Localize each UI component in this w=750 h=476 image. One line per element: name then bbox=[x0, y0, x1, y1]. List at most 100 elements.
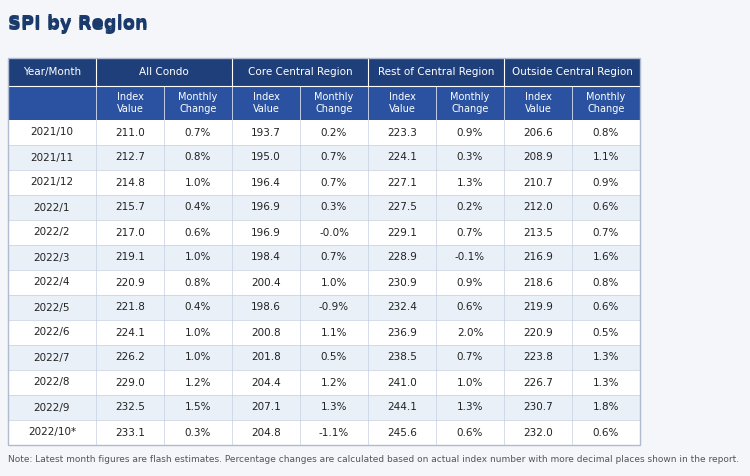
Text: 220.9: 220.9 bbox=[116, 278, 145, 288]
Text: 1.3%: 1.3% bbox=[592, 377, 619, 387]
Text: 212.0: 212.0 bbox=[524, 202, 553, 212]
Text: 241.0: 241.0 bbox=[387, 377, 417, 387]
Text: 0.9%: 0.9% bbox=[457, 278, 483, 288]
Text: 1.0%: 1.0% bbox=[457, 377, 483, 387]
Bar bbox=[8, 370, 640, 395]
Text: 211.0: 211.0 bbox=[116, 128, 145, 138]
Text: 196.9: 196.9 bbox=[251, 228, 281, 238]
Text: 195.0: 195.0 bbox=[251, 152, 280, 162]
Text: 229.1: 229.1 bbox=[387, 228, 417, 238]
Text: 1.3%: 1.3% bbox=[592, 353, 619, 363]
Text: 208.9: 208.9 bbox=[524, 152, 553, 162]
Text: Index
Value: Index Value bbox=[388, 92, 416, 114]
Text: -1.1%: -1.1% bbox=[319, 427, 349, 437]
Text: 224.1: 224.1 bbox=[115, 327, 145, 337]
Bar bbox=[8, 345, 640, 370]
Text: 204.4: 204.4 bbox=[251, 377, 280, 387]
Bar bbox=[8, 120, 640, 145]
Text: 226.7: 226.7 bbox=[523, 377, 553, 387]
Text: -0.0%: -0.0% bbox=[319, 228, 349, 238]
Text: 232.5: 232.5 bbox=[115, 403, 145, 413]
Text: 2022/5: 2022/5 bbox=[34, 303, 70, 313]
Text: 219.9: 219.9 bbox=[523, 303, 553, 313]
Text: 1.3%: 1.3% bbox=[457, 178, 483, 188]
Bar bbox=[8, 245, 640, 270]
Text: 204.8: 204.8 bbox=[251, 427, 280, 437]
Text: 0.7%: 0.7% bbox=[457, 353, 483, 363]
Bar bbox=[8, 295, 640, 320]
Bar bbox=[8, 86, 640, 120]
Text: 1.6%: 1.6% bbox=[592, 252, 619, 262]
Text: 1.3%: 1.3% bbox=[321, 403, 347, 413]
Text: 210.7: 210.7 bbox=[524, 178, 553, 188]
Text: 0.6%: 0.6% bbox=[457, 303, 483, 313]
Text: 201.8: 201.8 bbox=[251, 353, 280, 363]
Text: 236.9: 236.9 bbox=[387, 327, 417, 337]
Text: Index
Value: Index Value bbox=[116, 92, 143, 114]
Text: 218.6: 218.6 bbox=[523, 278, 553, 288]
Text: 217.0: 217.0 bbox=[116, 228, 145, 238]
Text: 213.5: 213.5 bbox=[523, 228, 553, 238]
Text: 1.2%: 1.2% bbox=[321, 377, 347, 387]
Text: 0.8%: 0.8% bbox=[592, 128, 619, 138]
Text: Rest of Central Region: Rest of Central Region bbox=[378, 67, 494, 77]
Text: Outside Central Region: Outside Central Region bbox=[512, 67, 632, 77]
Text: 2022/2: 2022/2 bbox=[34, 228, 70, 238]
Text: Monthly
Change: Monthly Change bbox=[450, 92, 490, 114]
Text: 0.7%: 0.7% bbox=[184, 128, 211, 138]
Text: 207.1: 207.1 bbox=[251, 403, 280, 413]
Text: 244.1: 244.1 bbox=[387, 403, 417, 413]
Text: 2022/4: 2022/4 bbox=[34, 278, 70, 288]
Text: 227.1: 227.1 bbox=[387, 178, 417, 188]
Bar bbox=[8, 270, 640, 295]
Text: 0.5%: 0.5% bbox=[592, 327, 619, 337]
Bar bbox=[8, 58, 640, 445]
Text: -0.9%: -0.9% bbox=[319, 303, 349, 313]
Text: 0.6%: 0.6% bbox=[592, 303, 619, 313]
Text: 0.4%: 0.4% bbox=[184, 303, 211, 313]
Bar bbox=[8, 170, 640, 195]
Text: 0.7%: 0.7% bbox=[321, 252, 347, 262]
Bar bbox=[8, 220, 640, 245]
Text: Monthly
Change: Monthly Change bbox=[586, 92, 626, 114]
Bar bbox=[8, 58, 640, 86]
Text: 1.1%: 1.1% bbox=[592, 152, 619, 162]
Text: 226.2: 226.2 bbox=[115, 353, 145, 363]
Text: 1.1%: 1.1% bbox=[321, 327, 347, 337]
Text: 1.0%: 1.0% bbox=[184, 327, 211, 337]
Text: 0.3%: 0.3% bbox=[321, 202, 347, 212]
Text: Monthly
Change: Monthly Change bbox=[314, 92, 354, 114]
Text: Note: Latest month figures are flash estimates. Percentage changes are calculate: Note: Latest month figures are flash est… bbox=[8, 455, 739, 464]
Text: All Condo: All Condo bbox=[140, 67, 189, 77]
Text: 0.4%: 0.4% bbox=[184, 202, 211, 212]
Text: 196.4: 196.4 bbox=[251, 178, 281, 188]
Bar bbox=[8, 320, 640, 345]
Text: 1.3%: 1.3% bbox=[457, 403, 483, 413]
Text: 245.6: 245.6 bbox=[387, 427, 417, 437]
Text: 0.7%: 0.7% bbox=[457, 228, 483, 238]
Text: 0.7%: 0.7% bbox=[592, 228, 619, 238]
Text: 196.9: 196.9 bbox=[251, 202, 281, 212]
Text: 2022/10*: 2022/10* bbox=[28, 427, 76, 437]
Text: 2022/7: 2022/7 bbox=[34, 353, 70, 363]
Text: 223.8: 223.8 bbox=[523, 353, 553, 363]
Text: 0.7%: 0.7% bbox=[321, 152, 347, 162]
Text: Year/Month: Year/Month bbox=[23, 67, 81, 77]
Text: 0.2%: 0.2% bbox=[321, 128, 347, 138]
Text: 228.9: 228.9 bbox=[387, 252, 417, 262]
Text: 2.0%: 2.0% bbox=[457, 327, 483, 337]
Text: 0.8%: 0.8% bbox=[184, 152, 211, 162]
Text: 0.5%: 0.5% bbox=[321, 353, 347, 363]
Text: 2022/1: 2022/1 bbox=[34, 202, 70, 212]
Text: 216.9: 216.9 bbox=[523, 252, 553, 262]
Text: 230.9: 230.9 bbox=[387, 278, 417, 288]
Text: 0.3%: 0.3% bbox=[457, 152, 483, 162]
Text: 219.1: 219.1 bbox=[115, 252, 145, 262]
Text: 1.0%: 1.0% bbox=[184, 178, 211, 188]
Text: 232.4: 232.4 bbox=[387, 303, 417, 313]
Text: 223.3: 223.3 bbox=[387, 128, 417, 138]
Text: 220.9: 220.9 bbox=[524, 327, 553, 337]
Bar bbox=[8, 195, 640, 220]
Text: 198.6: 198.6 bbox=[251, 303, 281, 313]
Text: Index
Value: Index Value bbox=[253, 92, 280, 114]
